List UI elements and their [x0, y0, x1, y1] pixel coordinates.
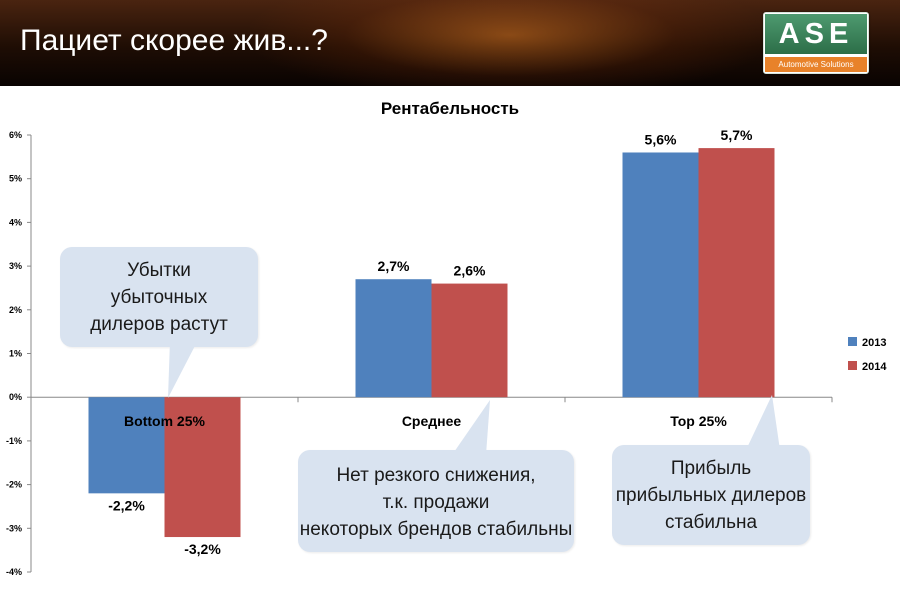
callout-top-line-3: стабильна	[664, 512, 758, 533]
y-tick-label: 2%	[9, 305, 22, 315]
y-tick-label: 5%	[9, 174, 22, 184]
y-tick-label: 0%	[9, 392, 22, 402]
legend: 2013 2014	[848, 337, 887, 373]
legend-swatch-2014	[848, 361, 857, 370]
callout-middle-line-1: Нет резкого снижения,	[336, 465, 536, 486]
category-label: Top 25%	[670, 413, 727, 429]
callout-top-tail	[746, 395, 780, 450]
data-label: -2,2%	[108, 497, 145, 513]
callout-middle-tail	[452, 400, 490, 455]
data-label: -3,2%	[184, 541, 221, 557]
callout-bottom-line-3: дилеров растут	[90, 314, 228, 335]
callout-middle-line-3: некоторых брендов стабильны	[299, 519, 573, 540]
category-labels-group: Bottom 25% Среднее Top 25%	[124, 413, 727, 429]
y-tick-label: 6%	[9, 130, 22, 140]
bars-group	[88, 148, 775, 538]
callout-top-line-2: прибыльных дилеров	[615, 485, 807, 506]
data-label: 2,6%	[454, 263, 486, 279]
callout-bottom-line-2: убыточных	[110, 287, 208, 308]
header-banner: Пациет скорее жив...? ASE Automotive Sol…	[0, 0, 900, 86]
data-label: 2,7%	[378, 258, 410, 274]
logo-main-text: ASE	[765, 14, 867, 54]
ase-logo: ASE Automotive Solutions	[763, 12, 869, 74]
slide-title: Пациет скорее жив...?	[20, 24, 328, 57]
bar-2014-1	[431, 283, 508, 398]
callout-bottom: Убытки убыточных дилеров растут	[60, 247, 258, 347]
data-label: 5,6%	[645, 131, 677, 147]
bar-2014-0	[164, 397, 241, 538]
y-tick-label: -4%	[6, 567, 22, 577]
legend-swatch-2013	[848, 337, 857, 346]
category-label: Среднее	[402, 413, 462, 429]
bar-2013-0	[88, 397, 165, 494]
chart-title: Рентабельность	[381, 99, 519, 118]
y-tick-label: 3%	[9, 261, 22, 271]
callout-bottom-line-1: Убытки	[127, 260, 191, 281]
callout-top: Прибыль прибыльных дилеров стабильна	[612, 445, 810, 545]
bar-2013-1	[355, 279, 432, 398]
y-tick-label: -3%	[6, 523, 22, 533]
bar-2013-2	[622, 152, 699, 398]
logo-sub-text: Automotive Solutions	[765, 57, 867, 72]
y-tick-label: -1%	[6, 436, 22, 446]
callout-top-line-1: Прибыль	[670, 458, 752, 479]
legend-label: 2013	[862, 337, 886, 349]
y-axis-ticks: 6% 5% 4% 3% 2% 1% 0% -1% -2% -3% -4%	[6, 130, 833, 577]
bar-2014-2	[698, 148, 775, 398]
callout-middle-line-2: т.к. продажи	[382, 492, 490, 513]
data-label: 5,7%	[721, 127, 753, 143]
callout-bottom-tail	[168, 340, 198, 398]
value-labels-group: -2,2% -3,2% 2,7% 2,6% 5,6% 5,7%	[108, 127, 753, 557]
y-tick-label: 1%	[9, 349, 22, 359]
category-label: Bottom 25%	[124, 413, 205, 429]
callout-middle: Нет резкого снижения, т.к. продажи некот…	[298, 450, 574, 552]
y-tick-label: 4%	[9, 217, 22, 227]
y-tick-label: -2%	[6, 480, 22, 490]
legend-label: 2014	[862, 361, 887, 373]
